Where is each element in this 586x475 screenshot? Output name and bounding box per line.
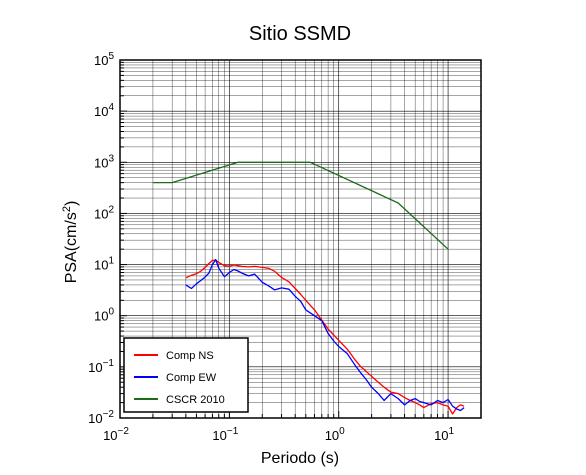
x-tick-label: 10−2 (103, 426, 129, 443)
x-tick-labels: 10−2 10−1 100 101 (103, 426, 454, 443)
y-tick-label: 10−2 (88, 409, 114, 426)
series-line-cscr-2010 (152, 161, 449, 250)
series-line-comp-ew (185, 258, 465, 412)
y-tick-label: 101 (94, 256, 114, 273)
y-tick-label: 102 (94, 204, 114, 221)
y-tick-label: 104 (94, 102, 114, 119)
plot-frame (119, 59, 482, 419)
y-tick-label: 100 (94, 307, 114, 324)
y-tick-label: 10−1 (88, 358, 114, 375)
legend-label-comp-ns: Comp NS (166, 350, 214, 362)
x-tick-label: 10−1 (212, 426, 238, 443)
legend: Comp NS Comp EW CSCR 2010 (123, 337, 249, 413)
y-tick-label: 105 (94, 51, 114, 68)
y-tick-label: 103 (94, 153, 114, 170)
chart-title: Sitio SSMD (249, 23, 351, 45)
axis-ticks (119, 59, 482, 419)
legend-label-comp-ew: Comp EW (166, 372, 217, 384)
y-tick-labels: 10−2 10−1 100 101 102 103 104 105 (88, 51, 114, 426)
y-axis-label: PSA(cm/s2) (61, 201, 80, 284)
x-tick-label: 100 (325, 426, 345, 443)
series-layer (152, 161, 465, 415)
x-axis-label: Periodo (s) (261, 450, 339, 467)
legend-label-cscr-2010: CSCR 2010 (166, 394, 225, 406)
x-tick-label: 101 (434, 426, 454, 443)
